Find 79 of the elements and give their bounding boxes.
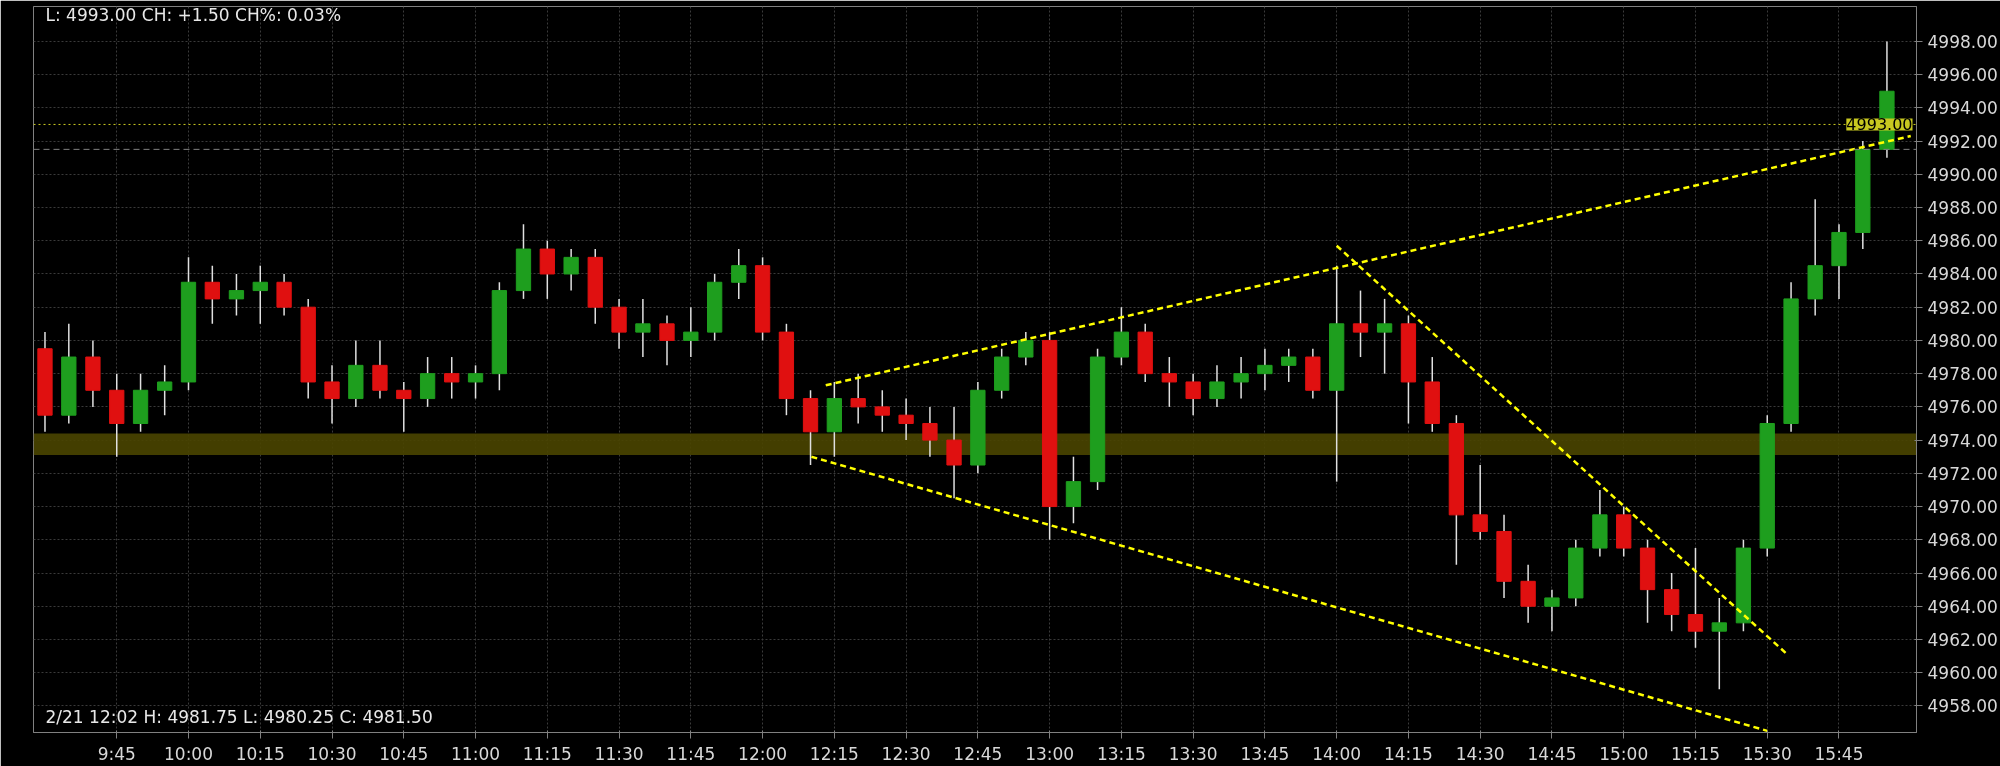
y-tick-label: 4980.00 xyxy=(1927,330,1998,351)
y-tick-label: 4970.00 xyxy=(1927,497,1998,518)
x-tick-label: 11:45 xyxy=(666,743,716,764)
annotation: L: 4993.00 CH: +1.50 CH%: 0.03% xyxy=(45,4,342,25)
candlestick xyxy=(1376,298,1393,375)
y-tick-label: 4996.00 xyxy=(1927,65,1998,86)
x-tick-label: 12:30 xyxy=(881,743,931,764)
y-tick-label: 4962.00 xyxy=(1927,629,1998,650)
y-tick-label: 4960.00 xyxy=(1927,663,1998,684)
x-tick-label: 11:00 xyxy=(451,743,501,764)
candlestick xyxy=(1711,597,1727,691)
y-tick-label: 4992.00 xyxy=(1927,131,1998,152)
candlestick xyxy=(1472,464,1488,541)
x-tick-label: 9:45 xyxy=(97,743,136,764)
candlestick xyxy=(1352,289,1369,358)
x-tick-label: 10:00 xyxy=(164,743,214,764)
x-tick-label: 14:15 xyxy=(1383,743,1433,764)
x-tick-label: 12:45 xyxy=(953,743,1003,764)
ref-line-label: 4993.00 xyxy=(1846,115,1913,135)
y-tick-label: 4986.00 xyxy=(1927,231,1998,252)
x-tick-label: 12:15 xyxy=(809,743,859,764)
candlestick xyxy=(563,248,579,292)
x-tick-label: 11:15 xyxy=(522,743,572,764)
candlestick xyxy=(204,264,220,325)
candlestick xyxy=(1544,588,1560,632)
x-tick-label: 14:00 xyxy=(1312,743,1362,764)
candlestick xyxy=(850,372,866,425)
candlestick xyxy=(1233,356,1249,400)
y-tick-label: 4958.00 xyxy=(1927,696,1998,717)
candlestick xyxy=(1018,331,1034,367)
y-tick-label: 4998.00 xyxy=(1927,31,1998,52)
x-tick-label: 10:30 xyxy=(307,743,357,764)
candlestick xyxy=(874,389,890,433)
x-tick-label: 15:30 xyxy=(1742,743,1792,764)
candlestick xyxy=(731,248,747,300)
y-tick-label: 4984.00 xyxy=(1927,264,1998,285)
x-tick-label: 14:45 xyxy=(1527,743,1577,764)
candlestick xyxy=(1687,547,1704,649)
x-tick-label: 13:30 xyxy=(1168,743,1218,764)
x-tick-label: 10:15 xyxy=(235,743,285,764)
x-tick-label: 13:00 xyxy=(1025,743,1075,764)
x-tick-label: 15:00 xyxy=(1599,743,1649,764)
y-tick-label: 4964.00 xyxy=(1927,596,1998,617)
y-tick-label: 4988.00 xyxy=(1927,198,1998,219)
x-tick-label: 13:45 xyxy=(1240,743,1290,764)
x-tick-label: 13:15 xyxy=(1096,743,1146,764)
candlestick xyxy=(1281,347,1297,383)
candlestick xyxy=(635,298,651,358)
x-tick-label: 15:45 xyxy=(1814,743,1864,764)
candlestick xyxy=(228,273,245,317)
x-tick-label: 14:30 xyxy=(1455,743,1505,764)
x-tick-label: 15:15 xyxy=(1670,743,1720,764)
candlestick xyxy=(659,314,675,367)
y-tick-label: 4966.00 xyxy=(1927,563,1998,584)
annotation: 2/21 12:02 H: 4981.75 L: 4980.25 C: 4981.50 xyxy=(45,706,433,727)
y-tick-label: 4972.00 xyxy=(1927,463,1998,484)
candlestick xyxy=(898,397,914,441)
y-tick-label: 4968.00 xyxy=(1927,530,1998,551)
candlestick xyxy=(467,364,484,400)
y-tick-label: 4994.00 xyxy=(1927,98,1998,119)
candlestick xyxy=(157,364,173,416)
y-tick-label: 4990.00 xyxy=(1927,164,1998,185)
candlestick xyxy=(1161,356,1177,408)
candlestick xyxy=(922,406,938,458)
candlestick xyxy=(1209,364,1225,408)
candlestick xyxy=(396,381,412,433)
candlestick xyxy=(1185,372,1201,416)
x-tick-label: 12:00 xyxy=(738,743,788,764)
y-tick-label: 4978.00 xyxy=(1927,364,1998,385)
y-tick-label: 4982.00 xyxy=(1927,297,1998,318)
candlestick xyxy=(324,364,340,425)
candlestick xyxy=(252,264,268,325)
x-tick-label: 10:45 xyxy=(379,743,429,764)
y-tick-label: 4974.00 xyxy=(1927,430,1998,451)
candlestick xyxy=(1257,347,1273,392)
x-tick-label: 11:30 xyxy=(594,743,644,764)
y-tick-label: 4976.00 xyxy=(1927,397,1998,418)
candlestick xyxy=(444,356,460,400)
candlestick xyxy=(683,306,699,358)
